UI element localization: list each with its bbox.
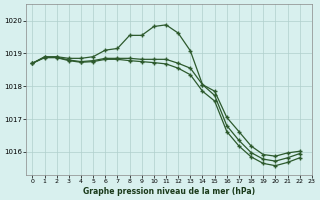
X-axis label: Graphe pression niveau de la mer (hPa): Graphe pression niveau de la mer (hPa) — [83, 187, 255, 196]
